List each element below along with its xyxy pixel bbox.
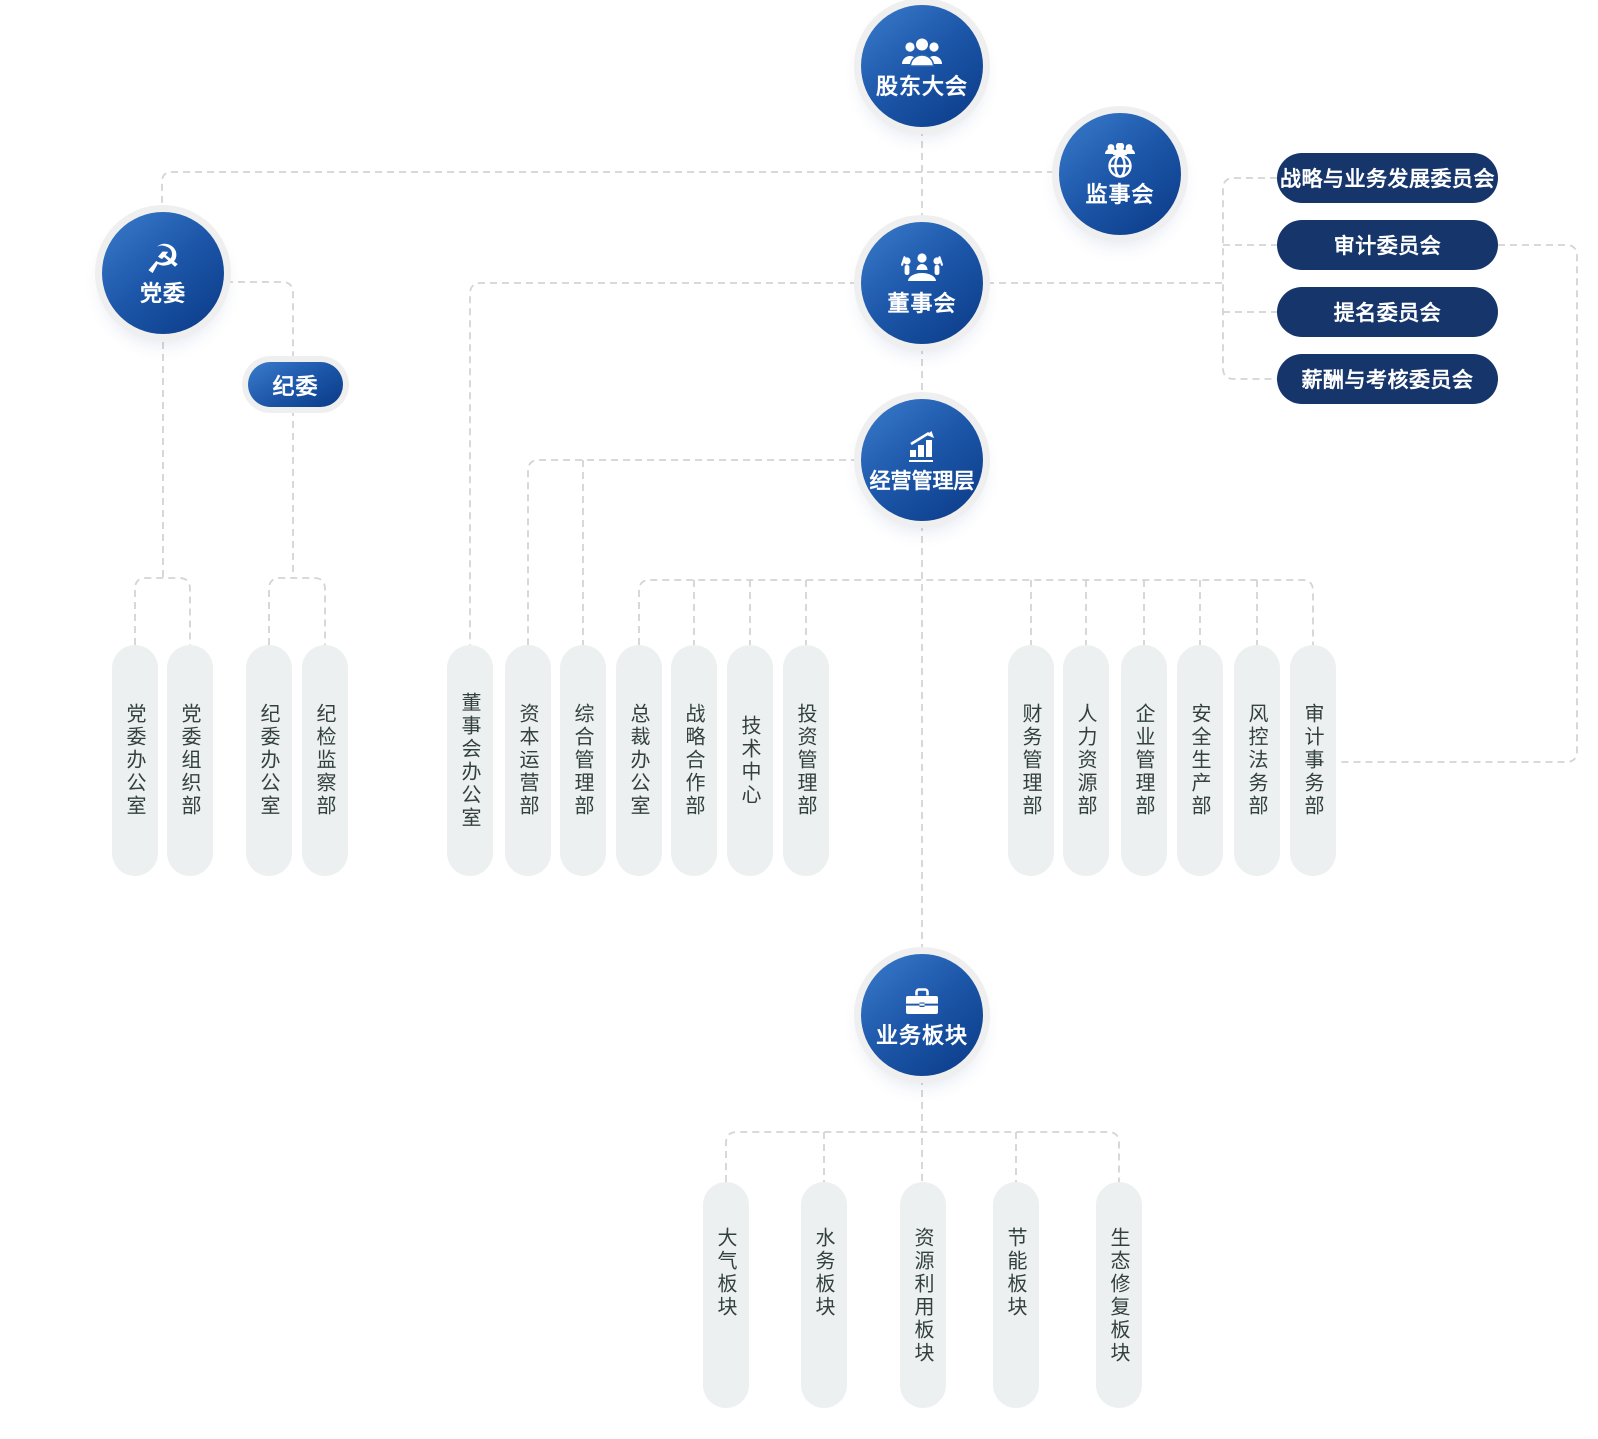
segment-label: 大气板块 (714, 1227, 738, 1319)
committee-pill-nomination: 提名委员会 (1277, 287, 1498, 337)
dept-pill: 投资管理部 (783, 645, 829, 876)
node-party-committee: ☭ 党委 (102, 212, 224, 334)
dept-pill: 党委组织部 (167, 645, 213, 876)
dept-pill: 总裁办公室 (616, 645, 662, 876)
dept-pill: 战略合作部 (671, 645, 717, 876)
node-label: 纪委 (272, 374, 319, 400)
globe-people-icon (1098, 142, 1142, 180)
node-label: 经营管理层 (869, 469, 975, 493)
dept-pill: 财务管理部 (1008, 645, 1054, 876)
dept-label: 党委组织部 (178, 703, 202, 818)
node-discipline-committee: 纪委 (248, 362, 343, 407)
dept-pill: 风控法务部 (1234, 645, 1280, 876)
growth-chart-icon (902, 428, 942, 466)
group-icon (899, 34, 945, 72)
dept-label: 战略合作部 (682, 703, 706, 818)
committee-pill-remuneration: 薪酬与考核委员会 (1277, 354, 1498, 404)
node-label: 股东大会 (875, 74, 968, 100)
dept-label: 风控法务部 (1245, 703, 1269, 818)
node-label: 监事会 (1085, 182, 1155, 208)
dept-label: 安全生产部 (1188, 703, 1212, 818)
dept-label: 财务管理部 (1019, 703, 1043, 818)
segment-label: 生态修复板块 (1107, 1227, 1131, 1365)
dept-label: 资本运营部 (516, 703, 540, 818)
node-management-level: 经营管理层 (861, 399, 983, 521)
dept-label: 综合管理部 (571, 703, 595, 818)
segment-pill: 节能板块 (993, 1182, 1039, 1408)
node-label: 董事会 (887, 291, 957, 317)
dept-pill: 纪检监察部 (302, 645, 348, 876)
committee-label: 战略与业务发展委员会 (1280, 167, 1495, 191)
segment-pill: 大气板块 (703, 1182, 749, 1408)
dept-label: 纪委办公室 (257, 703, 281, 818)
node-label: 业务板块 (875, 1023, 968, 1049)
segment-pill: 水务板块 (801, 1182, 847, 1408)
dept-label: 党委办公室 (123, 703, 147, 818)
committee-pill-strategy: 战略与业务发展委员会 (1277, 153, 1498, 203)
dept-pill: 审计事务部 (1290, 645, 1336, 876)
committee-label: 提名委员会 (1333, 301, 1442, 325)
dept-label: 纪检监察部 (313, 703, 337, 818)
node-supervisory-board: 监事会 (1059, 113, 1181, 235)
dept-label: 企业管理部 (1132, 703, 1156, 818)
meeting-icon (899, 251, 945, 289)
node-business-segments: 业务板块 (861, 954, 983, 1076)
hammer-sickle-icon: ☭ (145, 236, 181, 283)
segment-pill: 生态修复板块 (1096, 1182, 1142, 1408)
dept-label: 人力资源部 (1074, 703, 1098, 818)
segment-pill: 资源利用板块 (900, 1182, 946, 1408)
dept-label: 董事会办公室 (458, 691, 482, 830)
dept-label: 总裁办公室 (627, 703, 651, 818)
dept-label: 技术中心 (738, 714, 762, 807)
dept-pill: 综合管理部 (560, 645, 606, 876)
dept-label: 审计事务部 (1301, 703, 1325, 818)
segment-label: 水务板块 (812, 1227, 836, 1319)
segment-label: 节能板块 (1004, 1227, 1028, 1319)
dept-pill: 董事会办公室 (447, 645, 493, 876)
dept-pill: 技术中心 (727, 645, 773, 876)
dept-pill: 党委办公室 (112, 645, 158, 876)
node-label: 党委 (139, 281, 186, 307)
dept-label: 投资管理部 (794, 703, 818, 818)
committee-pill-audit: 审计委员会 (1277, 220, 1498, 270)
dept-pill: 资本运营部 (505, 645, 551, 876)
dept-pill: 企业管理部 (1121, 645, 1167, 876)
dept-pill: 安全生产部 (1177, 645, 1223, 876)
node-board-of-directors: 董事会 (861, 222, 983, 344)
segment-label: 资源利用板块 (911, 1227, 935, 1365)
node-shareholders-meeting: 股东大会 (861, 5, 983, 127)
briefcase-icon (901, 983, 943, 1021)
committee-label: 审计委员会 (1333, 234, 1442, 258)
dept-pill: 人力资源部 (1063, 645, 1109, 876)
committee-label: 薪酬与考核委员会 (1301, 368, 1474, 392)
dept-pill: 纪委办公室 (246, 645, 292, 876)
